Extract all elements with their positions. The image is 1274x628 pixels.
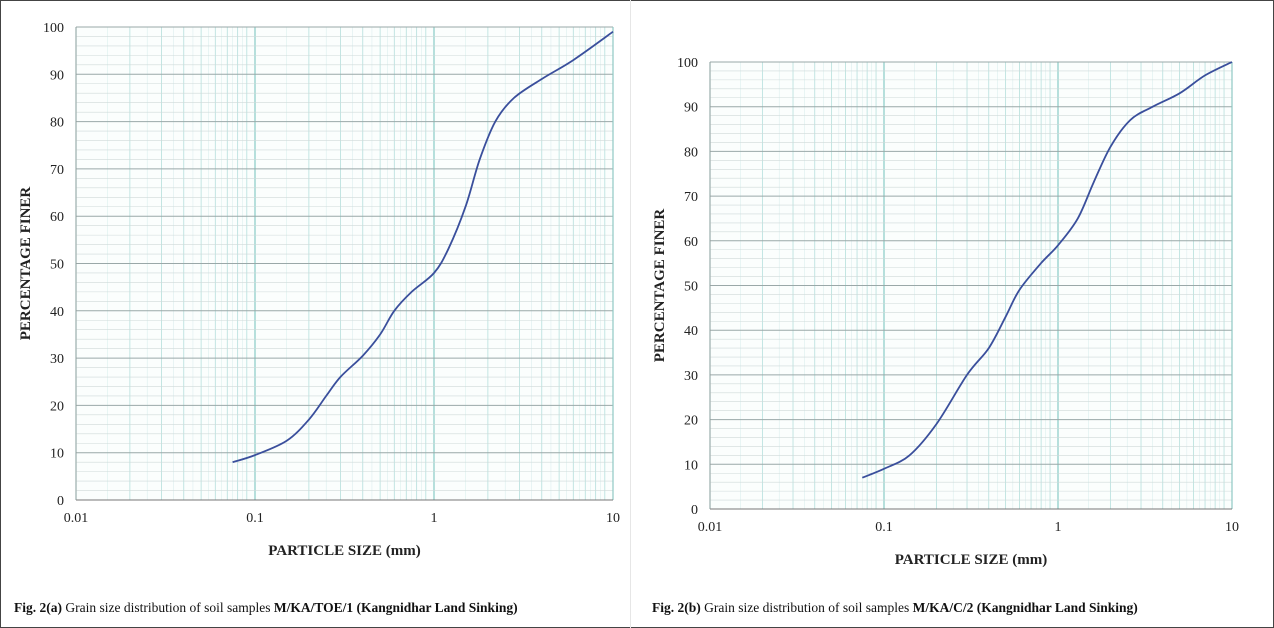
y-axis-title: PERCENTAGE FINER (18, 187, 34, 341)
x-axis-title: PARTICLE SIZE (mm) (895, 552, 1048, 568)
series-a-point (340, 376, 342, 378)
y-tick-label: 90 (50, 68, 64, 83)
series-b-line (861, 61, 1233, 479)
y-tick-label: 20 (50, 399, 64, 414)
x-tick-label: 10 (1225, 520, 1239, 535)
chart-b-svg: 0 10 20 30 40 50 60 70 80 90 100 0.01 0.1 1 10 PARTICLE… (652, 56, 1239, 568)
series-b-point (909, 454, 911, 456)
x-tick-label: 0.1 (246, 511, 264, 526)
series-a-point (465, 206, 467, 208)
y-tick-label: 50 (50, 258, 64, 273)
series-b-point (988, 347, 990, 349)
y-tick-label: 70 (684, 190, 698, 205)
series-a-point (447, 248, 449, 250)
y-tick-label: 80 (50, 116, 64, 131)
y-tick-label: 0 (57, 494, 64, 509)
caption-a-label: Fig. 2(a) (14, 600, 62, 615)
series-a-line (232, 30, 614, 464)
series-a-point (308, 419, 310, 421)
x-tick-label: 1 (1055, 520, 1062, 535)
series-a-point (612, 31, 614, 33)
caption-a: Fig. 2(a) Grain size distribution of soi… (14, 600, 518, 616)
series-a-point (362, 355, 364, 357)
y-tick-label: 10 (50, 447, 64, 462)
chart-a-svg: 0 10 20 30 40 50 60 70 80 90 100 0.01 0.1 1 10 PARTICLE… (18, 21, 620, 559)
y-tick-label: 90 (684, 101, 698, 116)
series-b-point (861, 477, 863, 479)
series-a-point (232, 461, 234, 463)
x-axis-title: PARTICLE SIZE (mm) (268, 543, 421, 559)
x-tick-label: 0.1 (875, 520, 893, 535)
series-b-point (1005, 316, 1007, 318)
x-tick-label: 1 (431, 511, 438, 526)
caption-b-text: Grain size distribution of soil samples (704, 600, 910, 615)
y-axis-title: PERCENTAGE FINER (652, 209, 668, 363)
series-b-point (1231, 61, 1233, 63)
series-b-point (1018, 289, 1020, 291)
series-a-point (325, 395, 327, 397)
caption-b-sample: M/KA/C/2 (Kangnidhar Land Sinking) (912, 600, 1138, 615)
series-b-point (1057, 244, 1059, 246)
series-b-point (1152, 106, 1154, 108)
y-tick-label: 20 (684, 414, 698, 429)
y-tick-label: 10 (684, 458, 698, 473)
series-a-point (411, 291, 413, 293)
series-b-point (966, 374, 968, 376)
y-tick-label: 50 (684, 280, 698, 295)
caption-a-text: Grain size distribution of soil samples (65, 600, 271, 615)
y-tick-label: 0 (691, 503, 698, 518)
panel-divider (630, 0, 631, 628)
series-b-point (1129, 119, 1131, 121)
series-b-point (1093, 182, 1095, 184)
y-tick-label: 70 (50, 163, 64, 178)
y-tick-label: 30 (684, 369, 698, 384)
y-tick-label: 100 (677, 56, 698, 71)
series-a-point (541, 78, 543, 80)
y-tick-label: 100 (43, 21, 64, 36)
series-a-point (513, 97, 515, 99)
x-tick-label: 10 (606, 511, 620, 526)
chart-panel-b: 0 10 20 30 40 50 60 70 80 90 100 0.01 0.1 1 10 PARTICLE… (632, 0, 1274, 628)
x-tick-label: 0.01 (64, 511, 89, 526)
series-a-point (479, 159, 481, 161)
caption-a-sample: M/KA/TOE/1 (Kangnidhar Land Sinking) (273, 600, 518, 615)
caption-b-label: Fig. 2(b) (652, 600, 701, 615)
grid (709, 61, 1232, 510)
x-tick-label: 0.01 (698, 520, 723, 535)
y-tick-label: 60 (684, 235, 698, 250)
series-b-point (1179, 92, 1181, 94)
y-tick-label: 40 (684, 324, 698, 339)
series-b-point (1204, 75, 1206, 77)
series-a-point (433, 272, 435, 274)
series-b-point (935, 423, 937, 425)
series-b-point (1109, 146, 1111, 148)
y-tick-label: 40 (50, 305, 64, 320)
series-a-point (379, 334, 381, 336)
series-b-point (883, 468, 885, 470)
series-a-point (572, 59, 574, 61)
series-a-point (286, 440, 288, 442)
y-tick-label: 60 (50, 210, 64, 225)
y-tick-label: 30 (50, 352, 64, 367)
chart-panel-a: 0 10 20 30 40 50 60 70 80 90 100 0.01 0.1 1 10 PARTICLE… (0, 0, 632, 628)
caption-b: Fig. 2(b) Grain size distribution of soi… (652, 600, 1138, 616)
series-b-point (1040, 262, 1042, 264)
series-b-point (1077, 218, 1079, 220)
series-a-point (254, 454, 256, 456)
series-a-point (393, 310, 395, 312)
y-tick-label: 80 (684, 145, 698, 160)
series-a-point (494, 121, 496, 123)
